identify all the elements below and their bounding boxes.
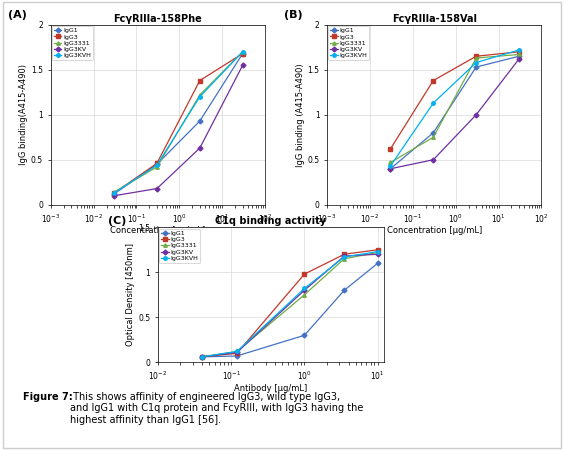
IgG3 — [301, 271, 308, 277]
Legend: IgG1, IgG3, IgG3331, IgG3KV, IgG3KVH: IgG1, IgG3, IgG3331, IgG3KV, IgG3KVH — [159, 229, 200, 263]
IgG3331 — [473, 55, 479, 61]
IgG3331 — [196, 92, 203, 98]
IgG3KV — [301, 288, 308, 293]
Text: Figure 7:: Figure 7: — [23, 392, 72, 401]
Line: IgG3KV: IgG3KV — [389, 57, 521, 171]
IgG3KV — [387, 166, 394, 171]
IgG1 — [473, 64, 479, 70]
IgG3KV — [111, 193, 117, 198]
IgG3KV — [233, 350, 240, 355]
IgG3KVH — [387, 163, 394, 169]
IgG3 — [196, 78, 203, 83]
IgG3KV — [153, 186, 160, 191]
IgG3KVH — [199, 354, 205, 360]
Text: (C): (C) — [108, 216, 127, 226]
IgG1 — [430, 130, 437, 135]
Line: IgG3KVH: IgG3KVH — [200, 250, 380, 359]
Line: IgG3: IgG3 — [200, 248, 380, 359]
IgG3KVH — [196, 94, 203, 99]
Line: IgG3: IgG3 — [389, 50, 521, 151]
Line: IgG3331: IgG3331 — [200, 251, 380, 359]
IgG3KV — [239, 63, 246, 68]
IgG3KVH — [473, 60, 479, 65]
Text: (A): (A) — [8, 10, 27, 20]
X-axis label: Concentration [µg/mL]: Concentration [µg/mL] — [111, 226, 205, 235]
IgG3331 — [515, 52, 522, 57]
IgG3KVH — [233, 349, 240, 354]
IgG3KV — [199, 354, 205, 360]
IgG1 — [196, 118, 203, 124]
IgG1 — [301, 333, 308, 338]
IgG3KVH — [153, 162, 160, 168]
IgG3331 — [239, 49, 246, 54]
Line: IgG3331: IgG3331 — [389, 53, 521, 164]
IgG1 — [233, 353, 240, 359]
Text: (B): (B) — [284, 10, 303, 20]
IgG3KVH — [111, 190, 117, 196]
IgG3KV — [196, 145, 203, 151]
IgG3331 — [233, 349, 240, 354]
IgG3331 — [374, 250, 381, 255]
IgG1 — [374, 261, 381, 266]
Text: This shows affinity of engineered IgG3, wild type IgG3,
and IgG1 with C1q protei: This shows affinity of engineered IgG3, … — [70, 392, 364, 425]
Line: IgG1: IgG1 — [200, 261, 380, 359]
IgG3331 — [111, 189, 117, 195]
IgG1 — [199, 354, 205, 360]
Line: IgG3KVH: IgG3KVH — [389, 48, 521, 168]
IgG3 — [515, 49, 522, 54]
Line: IgG1: IgG1 — [112, 52, 244, 196]
IgG3 — [387, 146, 394, 152]
IgG1 — [515, 54, 522, 59]
IgG3 — [153, 161, 160, 166]
IgG3 — [341, 252, 347, 257]
IgG3KVH — [515, 47, 522, 53]
IgG3331 — [341, 256, 347, 261]
IgG3KV — [430, 157, 437, 162]
IgG1 — [153, 162, 160, 167]
IgG3 — [473, 54, 479, 59]
Title: C1q binding activity: C1q binding activity — [215, 216, 327, 226]
IgG3KV — [374, 252, 381, 257]
Y-axis label: IgG binding(A415-A490): IgG binding(A415-A490) — [19, 64, 28, 165]
Title: FcγRIIIa-158Phe: FcγRIIIa-158Phe — [113, 14, 202, 24]
IgG3KVH — [239, 49, 246, 54]
IgG1 — [239, 51, 246, 56]
IgG3 — [111, 190, 117, 196]
IgG3 — [239, 51, 246, 56]
IgG3331 — [301, 292, 308, 297]
Line: IgG3331: IgG3331 — [112, 50, 244, 194]
Legend: IgG1, IgG3, IgG3331, IgG3KV, IgG3KVH: IgG1, IgG3, IgG3331, IgG3KV, IgG3KVH — [328, 26, 369, 60]
IgG3 — [430, 78, 437, 83]
IgG3331 — [430, 135, 437, 140]
IgG3KV — [515, 56, 522, 62]
IgG3331 — [387, 160, 394, 165]
IgG3KVH — [374, 249, 381, 254]
IgG1 — [341, 288, 347, 293]
Title: FcγRIIIa-158Val: FcγRIIIa-158Val — [392, 14, 477, 24]
IgG3KV — [473, 112, 479, 117]
IgG3 — [233, 351, 240, 356]
X-axis label: Concentration [µg/mL]: Concentration [µg/mL] — [387, 226, 482, 235]
IgG3KVH — [430, 100, 437, 106]
Line: IgG1: IgG1 — [389, 54, 521, 171]
Line: IgG3KVH: IgG3KVH — [112, 50, 244, 195]
IgG3KVH — [341, 254, 347, 260]
Y-axis label: Optical Density [450nm]: Optical Density [450nm] — [126, 243, 135, 346]
Y-axis label: IgG binding (A415-A490): IgG binding (A415-A490) — [296, 63, 305, 166]
IgG3KV — [341, 253, 347, 259]
IgG3 — [374, 247, 381, 252]
X-axis label: Antibody [µg/mL]: Antibody [µg/mL] — [234, 384, 307, 393]
IgG1 — [387, 166, 394, 171]
Line: IgG3KV: IgG3KV — [112, 63, 244, 198]
IgG3331 — [153, 164, 160, 170]
Line: IgG3KV: IgG3KV — [200, 252, 380, 359]
IgG3KVH — [301, 286, 308, 291]
Line: IgG3: IgG3 — [112, 52, 244, 195]
Legend: IgG1, IgG3, IgG3331, IgG3KV, IgG3KVH: IgG1, IgG3, IgG3331, IgG3KV, IgG3KVH — [52, 26, 93, 60]
IgG3331 — [199, 354, 205, 360]
IgG3 — [199, 354, 205, 360]
IgG1 — [111, 191, 117, 197]
